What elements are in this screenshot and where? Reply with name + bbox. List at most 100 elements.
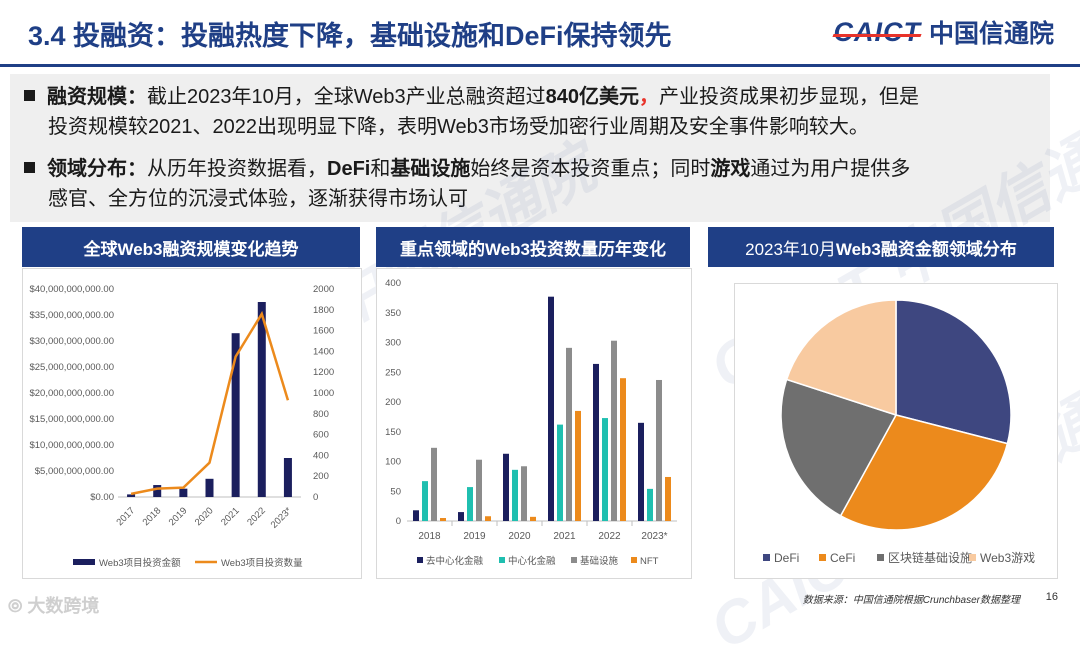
amount-bar [179, 488, 188, 497]
legend-swatch [417, 557, 423, 563]
caict-logo: CAICT 中国信通院 [832, 14, 1054, 50]
sector-bar [656, 379, 662, 521]
watermark-text: 大数跨境 [27, 596, 100, 616]
x-tick-label: 2020 [508, 531, 531, 542]
sector-bar [422, 481, 428, 521]
bullet-text: 感官、全方位的沉浸式体验，逐渐获得市场认可 [48, 188, 468, 210]
y-tick-label: 0 [396, 516, 401, 527]
sector-bar [620, 378, 626, 521]
bottom-watermark: ⦾ 大数跨境 [8, 592, 99, 618]
y-right-tick-label: 1000 [313, 388, 334, 399]
y-right-tick-label: 800 [313, 409, 329, 420]
sector-bar [431, 447, 437, 521]
chart3-panel: DeFi CeFi 区块链基础设施 Web3游戏 [734, 283, 1058, 579]
sector-bar [512, 469, 518, 521]
pie-slice [785, 299, 897, 417]
sector-bar [467, 487, 473, 521]
y-right-tick-label: 0 [313, 492, 318, 503]
bold-term: 基础设施 [390, 158, 471, 180]
y-right-tick-label: 600 [313, 430, 329, 441]
x-tick-label: 2023* [269, 505, 295, 531]
y-tick-label: 400 [385, 278, 401, 289]
bullet-square-icon [24, 162, 35, 174]
sector-bar [503, 453, 509, 521]
legend-label-amount: Web3项目投资金额 [99, 557, 181, 569]
bullet-text: 始终是资本投资重点；同时 [470, 158, 711, 180]
legend-label: 去中心化金融 [426, 555, 484, 567]
chart3-svg: DeFi CeFi 区块链基础设施 Web3游戏 [763, 299, 1035, 565]
bullet-text: 投资规模较2021、2022出现明显下降，表明Web3市场受加密行业周期及安全事… [48, 116, 869, 138]
x-tick-label: 2019 [463, 531, 486, 542]
pie-slice [895, 299, 1012, 445]
legend-swatch [499, 557, 505, 563]
sector-bar [566, 347, 572, 521]
legend-label: Web3游戏 [980, 551, 1035, 565]
bullet-label: 融资规模： [47, 86, 147, 108]
y-left-tick-label: $30,000,000,000.00 [29, 336, 114, 347]
y-left-tick-label: $15,000,000,000.00 [29, 414, 114, 425]
y-tick-label: 150 [385, 427, 401, 438]
bullet-text: 产业投资成果初步显现，但是 [659, 86, 919, 108]
pie-slice [780, 378, 898, 517]
y-tick-label: 250 [385, 367, 401, 378]
watermark-logo-icon: ⦾ [8, 596, 28, 616]
bold-term: 游戏 [710, 158, 751, 180]
legend-label-count: Web3项目投资数量 [221, 557, 303, 569]
sector-bar [548, 296, 554, 521]
x-tick-label: 2020 [193, 505, 216, 528]
sector-bar [638, 422, 644, 521]
y-left-tick-label: $20,000,000,000.00 [29, 388, 114, 399]
chart3-title-bold: Web3融资金额领域分布 [835, 239, 1017, 259]
legend-label: CeFi [830, 551, 855, 565]
amount-bar [283, 458, 292, 497]
chart1-svg: $0.00 $5,000,000,000.00 $10,000,000,000.00… [29, 284, 334, 569]
summary-box: 融资规模：截止2023年10月，全球Web3产业总融资超过840亿美元，产业投资… [10, 74, 1050, 222]
y-right-tick-label: 1200 [313, 367, 334, 378]
highlight-amount: 840亿美元 [545, 86, 639, 108]
y-left-tick-label: $25,000,000,000.00 [29, 362, 114, 373]
sector-bar [530, 516, 536, 521]
y-right-tick-label: 1600 [313, 326, 334, 337]
amount-bar [257, 302, 266, 497]
legend-swatch-amount [73, 559, 95, 565]
chart3-title-date: 2023年10月 [745, 239, 836, 259]
sector-bar [611, 340, 617, 521]
y-left-tick-label: $0.00 [90, 492, 114, 503]
bullet-square-icon [24, 90, 35, 102]
y-right-tick-label: 1800 [313, 305, 334, 316]
y-right-tick-label: 1400 [313, 346, 334, 357]
legend-swatch [819, 554, 826, 561]
sector-bar [521, 466, 527, 521]
y-left-tick-label: $40,000,000,000.00 [29, 284, 114, 295]
x-tick-label: 2018 [418, 531, 441, 542]
legend-label: DeFi [774, 551, 799, 565]
sector-bar [476, 459, 482, 521]
legend-label: 基础设施 [580, 555, 619, 567]
chart1-panel: $0.00 $5,000,000,000.00 $10,000,000,000.00… [22, 268, 362, 579]
page-number: 16 [1045, 591, 1058, 603]
data-source-note: 数据来源：中国信通院根据Crunchbaser数据整理 [802, 595, 1020, 606]
legend-label: 中心化金融 [508, 555, 556, 567]
bullet-text: 通过为用户提供多 [750, 158, 911, 180]
chart2-svg: 0 50 100 150 200 250 300 350 400 2018 2019 2020 2021… [385, 278, 677, 567]
bullet-financing-scale: 融资规模：截止2023年10月，全球Web3产业总融资超过840亿美元，产业投资… [24, 82, 1034, 142]
y-tick-label: 350 [385, 308, 401, 319]
sector-bar [413, 510, 419, 521]
legend-label: 区块链基础设施 [888, 550, 972, 565]
legend-label: NFT [640, 556, 659, 567]
y-left-tick-label: $10,000,000,000.00 [29, 440, 114, 451]
y-tick-label: 300 [385, 338, 401, 349]
sector-bar [557, 424, 563, 521]
bullet-text: 从历年投资数据看， [147, 158, 327, 180]
x-tick-label: 2018 [141, 505, 164, 528]
sector-bar [602, 418, 608, 521]
sector-bar [647, 488, 653, 521]
x-tick-label: 2022 [598, 531, 621, 542]
header-divider [0, 64, 1080, 67]
logo-mark: CAICT [832, 16, 922, 47]
legend-swatch [763, 554, 770, 561]
page-title: 3.4 投融资：投融热度下降，基础设施和DeFi保持领先 [28, 21, 672, 51]
x-tick-label: 2021 [219, 505, 242, 528]
chart2-panel: 0 50 100 150 200 250 300 350 400 2018 2019 2020 2021… [376, 268, 692, 579]
legend-swatch [969, 554, 976, 561]
